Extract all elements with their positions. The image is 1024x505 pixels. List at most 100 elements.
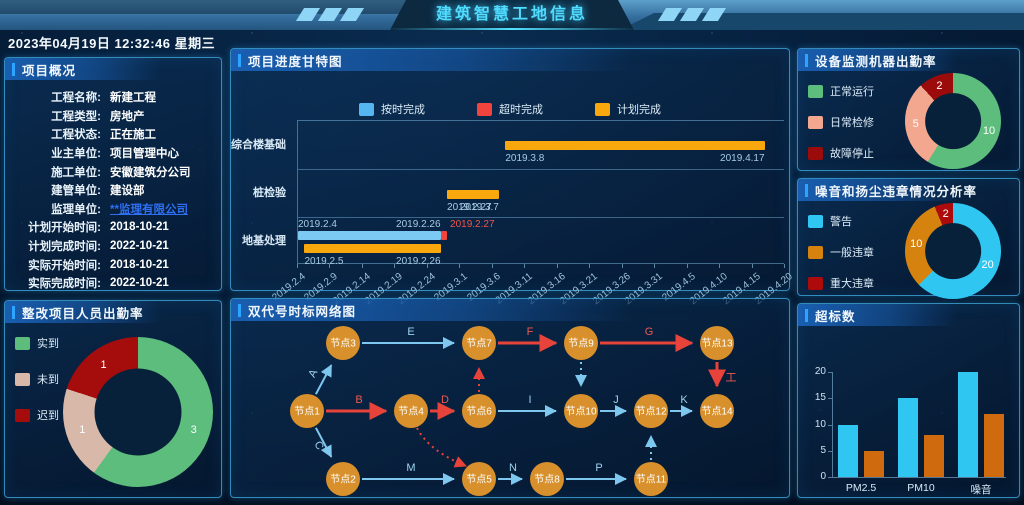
gantt-date-label: 2019.2.26 — [396, 219, 441, 230]
bar[interactable] — [864, 450, 884, 477]
supervisor-link[interactable]: **监理有限公司 — [110, 203, 188, 216]
bar-x-category-label: 噪音 — [970, 484, 992, 496]
legend-item[interactable]: 超时完成 — [477, 101, 543, 117]
legend-label: 按时完成 — [381, 104, 425, 116]
field-label: 建管单位: — [51, 185, 101, 198]
legend-item[interactable]: 计划完成 — [595, 101, 661, 117]
network-node[interactable] — [290, 394, 324, 428]
network-node[interactable] — [326, 462, 360, 496]
legend-item[interactable]: 警告 — [808, 213, 874, 229]
network-node[interactable] — [462, 394, 496, 428]
network-node-label: 节点1 — [294, 406, 320, 418]
field-row: 实际开始时间: 2018-10-21 — [5, 255, 215, 274]
legend-item[interactable]: 未到 — [15, 371, 59, 387]
bar-y-tick-label: 20 — [814, 366, 826, 377]
legend-label: 正常运行 — [830, 86, 874, 98]
bar-y-tick-label: 0 — [820, 471, 826, 482]
network-node[interactable] — [394, 394, 428, 428]
network-edge-label: B — [355, 394, 362, 406]
network-node-label: 节点2 — [330, 474, 356, 486]
field-row: 工程状态: 正在施工 — [5, 125, 215, 144]
network-node[interactable] — [462, 462, 496, 496]
legend-item[interactable]: 迟到 — [15, 407, 59, 423]
network-edge-label: K — [680, 394, 688, 406]
network-node[interactable] — [634, 462, 668, 496]
field-row: 工程名称: 新建工程 — [5, 88, 215, 107]
network-node-label: 节点14 — [701, 406, 733, 418]
field-label: 计划完成时间: — [28, 241, 101, 254]
network-node[interactable] — [564, 394, 598, 428]
header-title-plate: 建筑智慧工地信息 — [390, 0, 634, 30]
network-edge-label: N — [509, 462, 517, 474]
bar[interactable] — [838, 424, 858, 477]
gantt-date-label: 2019.3.8 — [505, 153, 545, 164]
gantt-bar-plan[interactable] — [304, 244, 441, 253]
network-node[interactable] — [564, 326, 598, 360]
panel-title: 整改项目人员出勤率 — [22, 306, 144, 321]
title-accent-bar — [805, 308, 808, 322]
network-edge — [416, 427, 467, 468]
field-row: 实际完成时间: 2022-10-21 — [5, 274, 215, 293]
bar[interactable] — [984, 414, 1004, 477]
bar-groups — [838, 372, 1004, 477]
violation-donut-chart: 20 10 2 — [905, 203, 1001, 299]
network-node[interactable] — [530, 462, 564, 496]
gantt-date-label: 2019.2.5 — [304, 256, 344, 267]
field-value: 2018-10-21 — [110, 221, 169, 234]
legend-item[interactable]: 按时完成 — [359, 101, 425, 117]
network-edge — [315, 364, 333, 395]
legend-item[interactable]: 故障停止 — [808, 145, 874, 161]
field-label: 计划开始时间: — [28, 222, 101, 235]
legend-swatch — [808, 146, 823, 160]
bar[interactable] — [924, 435, 944, 477]
legend-label: 未到 — [37, 374, 59, 386]
gantt-bar-plan[interactable] — [505, 141, 765, 150]
panel-gantt: 项目进度甘特图 按时完成 超时完成 计划完成 综合楼基础 桩检验 地基处理 2019.3.8… — [230, 48, 795, 307]
legend-item[interactable]: 日常检修 — [808, 114, 874, 130]
bar[interactable] — [898, 398, 918, 477]
gantt-bar-ontime[interactable] — [298, 231, 441, 240]
network-node[interactable] — [700, 326, 734, 360]
field-row: 监理单位: **监理有限公司 — [5, 200, 215, 219]
bar[interactable] — [958, 372, 978, 477]
legend-item[interactable]: 实到 — [15, 335, 59, 351]
field-value: 项目管理中心 — [110, 148, 179, 161]
network-edge-label: P — [595, 462, 602, 474]
field-value: 正在施工 — [110, 129, 156, 142]
donut-hole — [925, 223, 981, 279]
attendance-donut-chart: 3 1 1 — [63, 337, 213, 487]
bar-y-axis — [832, 372, 833, 477]
legend-swatch — [808, 245, 823, 259]
network-node[interactable] — [326, 326, 360, 360]
gantt-row: 2019.2.27 2019.3.7 — [298, 169, 784, 217]
field-row: 建管单位: 建设部 — [5, 181, 215, 200]
network-edge-label: E — [407, 326, 414, 338]
field-label: 实际开始时间: — [28, 259, 101, 272]
legend-swatch — [15, 372, 30, 386]
legend-item[interactable]: 一般违章 — [808, 244, 874, 260]
network-edge — [315, 427, 333, 458]
network-node-label: 节点5 — [466, 474, 492, 486]
legend-item[interactable]: 正常运行 — [808, 83, 874, 99]
network-node[interactable] — [700, 394, 734, 428]
bar-y-tick-label: 10 — [814, 418, 826, 430]
gantt-category-labels: 综合楼基础 桩检验 地基处理 — [231, 120, 293, 264]
header-decoration-right — [620, 13, 1024, 30]
gantt-bar-plan[interactable] — [447, 190, 499, 199]
project-fields: 工程名称: 新建工程 工程类型: 房地产 工程状态: 正在施工 业主单位: 项目管理中心 施工单… — [5, 80, 221, 293]
network-edge-label: J — [613, 394, 619, 406]
gantt-row-label: 地基处理 — [242, 235, 286, 247]
header-decoration-left — [0, 0, 450, 14]
legend-swatch — [15, 408, 30, 422]
network-node[interactable] — [634, 394, 668, 428]
legend-item[interactable]: 重大违章 — [808, 275, 874, 291]
bar-group — [838, 424, 884, 477]
network-node[interactable] — [462, 326, 496, 360]
gantt-bar-overtime[interactable] — [440, 231, 448, 240]
gantt-x-axis: 2019.2.4 2019.2.9 2019.2.14 2019.2.19 2019.2… — [270, 264, 795, 308]
network-node-label: 节点6 — [466, 406, 492, 418]
network-node-label: 节点10 — [565, 406, 597, 418]
network-node-label: 节点12 — [635, 406, 667, 418]
legend-swatch — [808, 276, 823, 290]
